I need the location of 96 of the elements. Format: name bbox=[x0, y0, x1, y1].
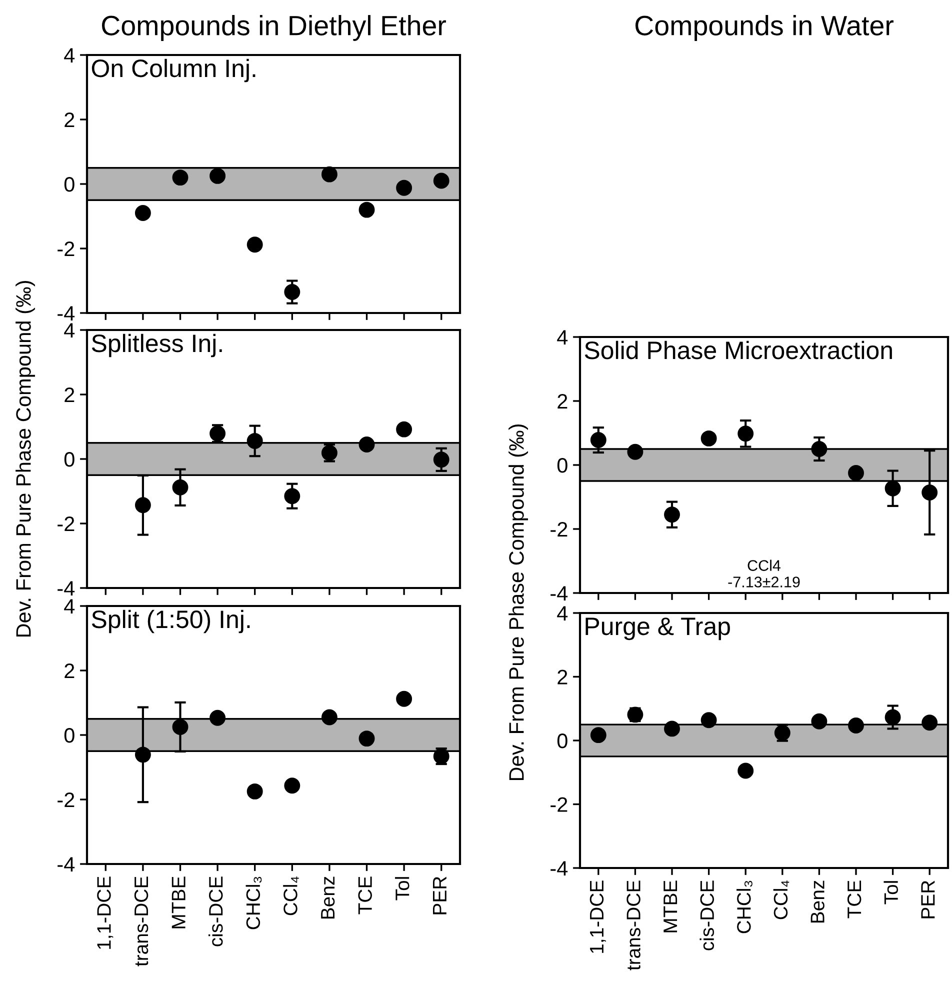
point bbox=[884, 480, 901, 496]
chart-subtitle: On Column Inj. bbox=[92, 58, 256, 82]
y-axis-title: Dev. From Pure Phase Compound (‰) bbox=[508, 424, 528, 780]
point bbox=[738, 762, 754, 779]
x-tick-label: TCE bbox=[847, 880, 862, 918]
x-tick-label: 1,1-DCE bbox=[590, 880, 606, 953]
chart-subtitle: Splitless Inj. bbox=[92, 334, 222, 358]
chart-subtitle: Solid Phase Microextraction bbox=[584, 340, 892, 360]
point bbox=[738, 426, 754, 442]
point bbox=[284, 488, 300, 504]
point bbox=[884, 709, 901, 726]
y-tick-label: 4 bbox=[557, 606, 568, 621]
point bbox=[134, 205, 151, 222]
y-axis-title: Dev. From Pure Phase Compound (‰) bbox=[16, 281, 35, 637]
point bbox=[848, 465, 864, 481]
y-tick-label: 2 bbox=[64, 112, 74, 128]
y-tick-label: 2 bbox=[64, 388, 74, 402]
point bbox=[664, 506, 680, 523]
x-tick-label: MTBE bbox=[664, 880, 678, 932]
x-tick-label: CCl₄ bbox=[283, 876, 299, 916]
point bbox=[210, 710, 226, 726]
y-tick-label: 0 bbox=[64, 177, 74, 192]
point bbox=[284, 284, 300, 300]
point bbox=[358, 730, 375, 747]
point bbox=[172, 479, 188, 496]
x-tick-label: PER bbox=[921, 880, 935, 918]
point bbox=[134, 746, 151, 763]
x-tick-label: trans-DCE bbox=[134, 876, 148, 966]
y-tick-label: 0 bbox=[64, 728, 74, 743]
point bbox=[246, 783, 263, 800]
point bbox=[811, 441, 828, 457]
y-tick-label: -4 bbox=[550, 861, 568, 876]
x-tick-label: CHCl₃ bbox=[736, 880, 752, 934]
y-tick-label: -2 bbox=[550, 522, 568, 537]
point bbox=[590, 727, 606, 744]
point bbox=[396, 180, 412, 196]
y-tick-label: -2 bbox=[58, 792, 74, 808]
y-tick-label: 0 bbox=[557, 734, 568, 748]
y-tick-label: 4 bbox=[64, 323, 75, 338]
x-tick-label: trans-DCE bbox=[626, 880, 640, 970]
point bbox=[627, 444, 644, 460]
point bbox=[172, 718, 188, 735]
x-tick-label: CCl₄ bbox=[773, 880, 790, 920]
y-tick-label: -2 bbox=[550, 797, 568, 812]
x-tick-label: Benz bbox=[810, 880, 824, 923]
x-tick-label: CHCl₃ bbox=[246, 876, 262, 930]
point bbox=[210, 168, 226, 184]
point bbox=[922, 484, 938, 500]
point bbox=[433, 452, 450, 468]
point bbox=[664, 720, 680, 737]
point bbox=[134, 497, 151, 514]
x-tick-label: cis-DCE bbox=[700, 880, 714, 950]
annotation: CCl4 -7.13±2.19 bbox=[728, 560, 800, 588]
y-tick-label: 4 bbox=[64, 599, 75, 614]
point bbox=[396, 690, 412, 707]
x-tick-label: Tol bbox=[394, 877, 410, 900]
point bbox=[284, 778, 300, 794]
y-tick-label: 4 bbox=[64, 48, 75, 63]
x-tick-label: 1,1-DCE bbox=[97, 876, 114, 949]
y-tick-label: -4 bbox=[58, 857, 75, 872]
point bbox=[811, 713, 828, 730]
point bbox=[321, 166, 338, 182]
y-tick-label: -2 bbox=[58, 516, 74, 532]
chart-title: Compounds in Diethyl Ether bbox=[102, 15, 446, 41]
point bbox=[922, 714, 938, 731]
point bbox=[396, 421, 412, 438]
point bbox=[700, 712, 717, 728]
y-tick-label: 0 bbox=[557, 458, 568, 473]
chart-subtitle: Purge & Trap bbox=[586, 618, 730, 640]
y-tick-label: 2 bbox=[558, 670, 568, 684]
x-tick-label: PER bbox=[433, 876, 446, 914]
chart-subtitle: Split (1:50) Inj. bbox=[92, 610, 250, 634]
point bbox=[172, 170, 188, 186]
x-tick-label: MTBE bbox=[172, 876, 186, 928]
x-tick-label: Benz bbox=[321, 876, 335, 919]
point bbox=[321, 709, 338, 726]
point bbox=[590, 432, 606, 448]
y-tick-label: 2 bbox=[558, 394, 568, 409]
point bbox=[246, 432, 263, 449]
y-tick-label: -4 bbox=[58, 581, 75, 596]
point bbox=[848, 718, 864, 734]
point bbox=[358, 202, 375, 218]
y-tick-label: -2 bbox=[58, 242, 74, 256]
chart-title: Compounds in Water bbox=[635, 15, 894, 41]
y-tick-label: 4 bbox=[557, 330, 568, 345]
point bbox=[358, 436, 375, 452]
y-tick-label: 2 bbox=[64, 664, 74, 678]
point bbox=[700, 430, 717, 446]
y-tick-label: -4 bbox=[550, 586, 568, 601]
y-tick-label: -4 bbox=[58, 306, 75, 321]
point bbox=[246, 236, 263, 253]
y-tick-label: 0 bbox=[64, 452, 74, 467]
x-tick-label: cis-DCE bbox=[208, 876, 223, 946]
x-tick-label: TCE bbox=[358, 876, 372, 914]
point bbox=[433, 172, 450, 189]
x-tick-label: Tol bbox=[884, 881, 898, 904]
